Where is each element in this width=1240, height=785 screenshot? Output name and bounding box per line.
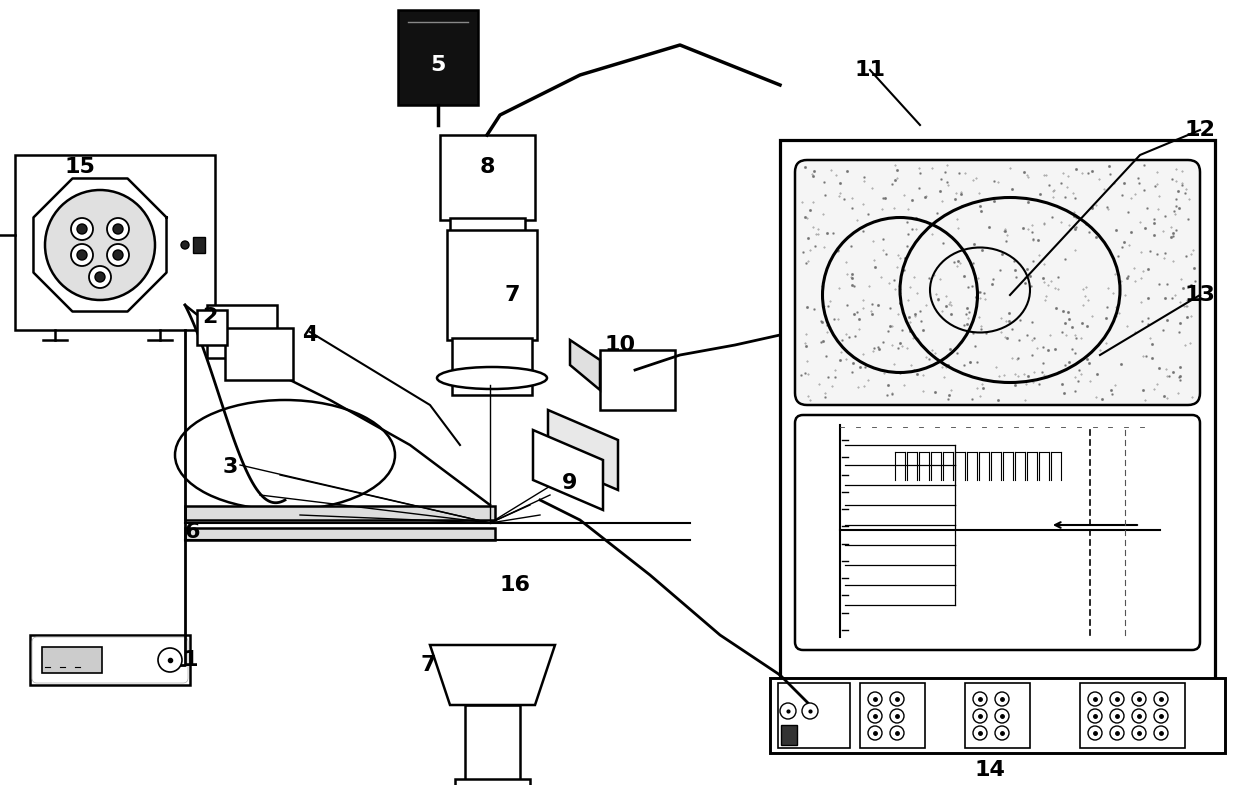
Text: 4: 4 [303,325,317,345]
Circle shape [181,241,188,249]
FancyBboxPatch shape [861,683,925,748]
Text: 15: 15 [64,157,95,177]
Circle shape [994,726,1009,740]
Text: 14: 14 [975,760,1006,780]
FancyBboxPatch shape [600,350,675,410]
FancyBboxPatch shape [32,637,188,683]
Text: 3: 3 [222,457,238,477]
Text: 2: 2 [202,307,218,327]
Circle shape [994,709,1009,723]
FancyBboxPatch shape [777,683,849,748]
Polygon shape [533,430,603,510]
Circle shape [890,692,904,706]
Text: 7: 7 [420,655,435,675]
FancyBboxPatch shape [795,415,1200,650]
Circle shape [890,709,904,723]
Circle shape [802,703,818,719]
Circle shape [1154,709,1168,723]
FancyBboxPatch shape [455,779,529,785]
Text: 1: 1 [182,650,197,670]
Circle shape [868,726,882,740]
Circle shape [973,709,987,723]
Text: 9: 9 [562,473,578,493]
Text: 11: 11 [854,60,885,80]
Text: 10: 10 [604,335,636,355]
FancyBboxPatch shape [965,683,1030,748]
Circle shape [77,224,87,234]
Circle shape [1087,692,1102,706]
Text: 7: 7 [505,285,520,305]
Circle shape [1110,726,1123,740]
Circle shape [107,244,129,266]
Text: 13: 13 [1184,285,1215,305]
FancyBboxPatch shape [15,155,215,330]
FancyBboxPatch shape [780,140,1215,685]
Circle shape [973,692,987,706]
FancyBboxPatch shape [440,135,534,220]
Circle shape [71,244,93,266]
Polygon shape [430,645,556,705]
Circle shape [1132,709,1146,723]
FancyBboxPatch shape [781,725,797,745]
FancyBboxPatch shape [795,160,1200,405]
Circle shape [973,726,987,740]
Circle shape [1154,726,1168,740]
Circle shape [1087,709,1102,723]
Circle shape [1087,726,1102,740]
FancyBboxPatch shape [465,705,520,780]
Polygon shape [548,410,618,490]
Circle shape [71,218,93,240]
Text: 12: 12 [1184,120,1215,140]
FancyBboxPatch shape [930,685,1060,713]
Circle shape [157,648,182,672]
FancyBboxPatch shape [185,506,495,520]
FancyBboxPatch shape [193,237,205,253]
Text: 6: 6 [185,522,200,542]
Circle shape [113,224,123,234]
FancyBboxPatch shape [770,678,1225,753]
Text: 16: 16 [500,575,531,595]
Circle shape [45,190,155,300]
Ellipse shape [436,367,547,389]
FancyBboxPatch shape [398,10,477,105]
FancyBboxPatch shape [453,377,532,395]
Ellipse shape [175,400,396,510]
Circle shape [868,709,882,723]
FancyBboxPatch shape [1080,683,1185,748]
Circle shape [1110,692,1123,706]
Circle shape [89,266,112,288]
Circle shape [77,250,87,260]
Circle shape [1154,692,1168,706]
Polygon shape [207,305,277,358]
Circle shape [107,218,129,240]
Text: 5: 5 [430,55,445,75]
Text: 8: 8 [479,157,495,177]
FancyBboxPatch shape [185,528,495,540]
Circle shape [113,250,123,260]
Circle shape [868,692,882,706]
FancyBboxPatch shape [450,218,525,238]
Circle shape [1132,692,1146,706]
FancyBboxPatch shape [453,338,532,370]
Circle shape [994,692,1009,706]
Circle shape [1110,709,1123,723]
FancyBboxPatch shape [920,711,1070,723]
FancyBboxPatch shape [42,647,102,673]
Circle shape [95,272,105,282]
Polygon shape [224,328,293,380]
Polygon shape [197,310,227,345]
Polygon shape [570,340,600,390]
Circle shape [890,726,904,740]
Circle shape [780,703,796,719]
Circle shape [1132,726,1146,740]
FancyBboxPatch shape [446,230,537,340]
FancyBboxPatch shape [30,635,190,685]
